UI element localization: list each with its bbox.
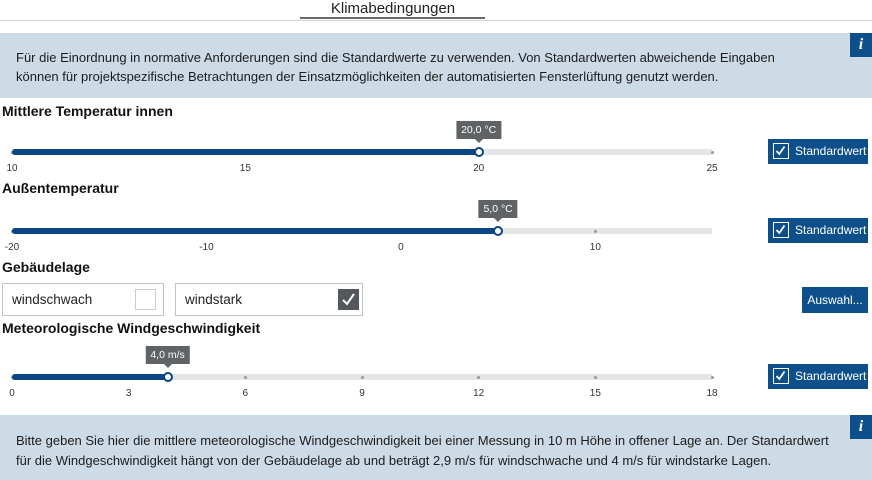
section-title: Gebäudelage xyxy=(2,259,90,275)
option-label[interactable]: windstark xyxy=(185,292,243,307)
option-label[interactable]: windschwach xyxy=(12,292,93,307)
tick-label: 3 xyxy=(125,388,132,399)
section-title: Außentemperatur xyxy=(2,180,119,196)
option-box[interactable]: windstark xyxy=(175,283,363,316)
tab-label[interactable]: Klimabedingungen xyxy=(0,0,872,18)
tab-text[interactable]: Klimabedingungen xyxy=(330,0,456,17)
tick-dot xyxy=(710,375,714,379)
standard-button[interactable]: Standardwert xyxy=(768,364,868,389)
slider-handle[interactable] xyxy=(473,147,484,157)
tick-dot xyxy=(593,375,597,379)
tooltip-arrow xyxy=(474,139,483,143)
info-box: Bitte geben Sie hier die mittlere meteor… xyxy=(0,415,872,480)
info-box: Für die Einordnung in normative Anforder… xyxy=(0,33,872,98)
tick-dot xyxy=(477,375,481,379)
tick-dot xyxy=(593,229,597,233)
standard-checkbox[interactable] xyxy=(773,368,789,384)
option-box[interactable]: windschwach xyxy=(2,283,164,316)
info-icon[interactable]: i xyxy=(850,33,872,57)
info-text: für die Windgeschwindigkeit hängt von de… xyxy=(16,453,772,468)
tick-label: 10 xyxy=(589,242,601,253)
standard-button[interactable]: Standardwert xyxy=(768,139,868,164)
info-icon[interactable]: i xyxy=(850,415,872,439)
tick-label: -10 xyxy=(199,242,214,253)
value-tooltip: 20,0 °C xyxy=(456,121,502,139)
info-text: Bitte geben Sie hier die mittlere meteor… xyxy=(16,433,829,448)
tick-label: 10 xyxy=(6,163,18,174)
tick-label: 9 xyxy=(359,388,365,399)
section-title: Meteorologische Windgeschwindigkeit xyxy=(2,320,261,336)
info-text: Für die Einordnung in normative Anforder… xyxy=(16,50,775,65)
tick-label: 20 xyxy=(473,163,485,174)
tick-dot xyxy=(360,375,364,379)
tick-label: 15 xyxy=(239,163,251,174)
value-tooltip: 4,0 m/s xyxy=(145,346,190,364)
button-label[interactable]: Standardwert xyxy=(795,369,867,383)
slider-fill xyxy=(12,228,499,234)
button-label[interactable]: Standardwert xyxy=(795,223,867,237)
separator xyxy=(0,20,872,21)
slider-fill xyxy=(12,374,168,380)
info-text: können für projektspezifische Betrachtun… xyxy=(16,69,719,84)
tick-label: 18 xyxy=(706,388,718,399)
tooltip-arrow xyxy=(163,364,172,368)
standard-button[interactable]: Standardwert xyxy=(768,218,868,243)
standard-checkbox[interactable] xyxy=(773,143,789,159)
tooltip-arrow xyxy=(494,218,503,222)
option-checkbox[interactable] xyxy=(135,289,156,310)
value-tooltip: 5,0 °C xyxy=(478,200,518,218)
tick-label: 0 xyxy=(9,388,15,399)
tick-dot xyxy=(710,150,714,154)
slider-handle[interactable] xyxy=(493,226,504,236)
tick-label: 12 xyxy=(473,388,485,399)
option-checkbox[interactable] xyxy=(338,289,359,310)
tick-label: -20 xyxy=(4,242,20,253)
tick-label: 25 xyxy=(706,163,718,174)
tick-label: 15 xyxy=(589,388,601,399)
select-button[interactable]: Auswahl... xyxy=(802,287,868,313)
slider-handle[interactable] xyxy=(162,372,173,382)
button-label[interactable]: Standardwert xyxy=(795,144,867,158)
standard-checkbox[interactable] xyxy=(773,222,789,238)
section-title: Mittlere Temperatur innen xyxy=(2,103,173,119)
slider-fill xyxy=(12,149,479,155)
tick-label: 0 xyxy=(398,242,404,253)
tick-dot xyxy=(243,375,247,379)
tab-underline xyxy=(300,17,485,19)
tick-label: 6 xyxy=(242,388,249,399)
